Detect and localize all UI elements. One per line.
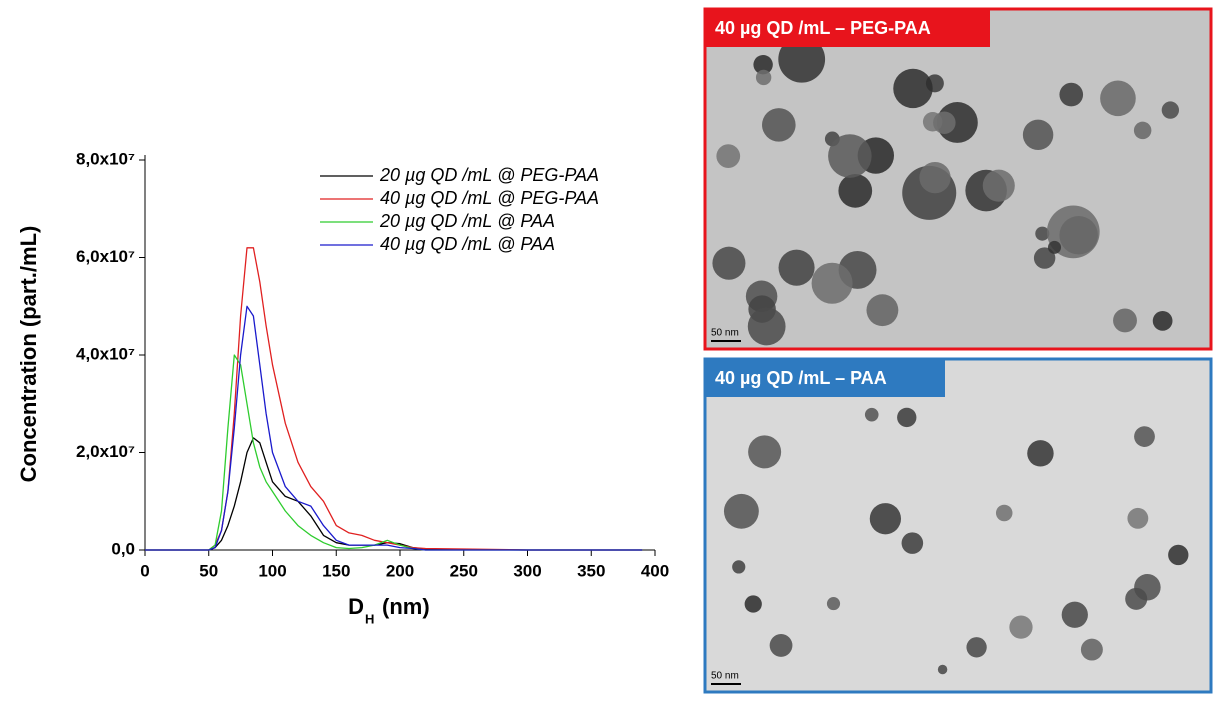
particle: [901, 532, 924, 554]
particle: [753, 54, 773, 75]
legend-label: 20 µg QD /mL @ PAA: [379, 211, 555, 231]
x-axis-label-sub: H: [365, 611, 374, 626]
particle: [769, 634, 793, 657]
particle: [866, 294, 899, 327]
particle: [864, 407, 879, 422]
legend-label: 20 µg QD /mL @ PEG-PAA: [379, 165, 599, 185]
particle: [995, 504, 1013, 522]
y-tick-label: 0,0: [111, 539, 135, 558]
particle: [1080, 638, 1103, 661]
particle: [716, 144, 741, 169]
image-label: 40 µg QD /mL – PEG-PAA: [715, 18, 931, 38]
particle: [1113, 308, 1137, 333]
particle: [744, 595, 762, 613]
legend-label: 40 µg QD /mL @ PAA: [380, 234, 555, 254]
x-tick-label: 50: [199, 561, 218, 580]
particle: [826, 597, 841, 611]
particle: [1134, 426, 1155, 447]
x-tick-label: 350: [577, 561, 605, 580]
particle: [828, 134, 872, 178]
data-line: [145, 305, 643, 551]
particle: [1100, 80, 1136, 117]
y-tick-label: 4,0x10⁷: [76, 344, 135, 363]
particle: [937, 664, 948, 675]
particle: [723, 493, 759, 529]
particle: [755, 69, 772, 86]
particle: [732, 560, 746, 574]
data-line: [145, 354, 643, 551]
particle: [1059, 82, 1084, 107]
x-axis-label: D: [348, 594, 364, 619]
particle: [1161, 101, 1180, 119]
x-tick-label: 150: [322, 561, 350, 580]
particle: [747, 307, 786, 346]
x-tick-label: 300: [513, 561, 541, 580]
particle: [712, 246, 746, 280]
particle: [869, 503, 902, 535]
y-tick-label: 8,0x10⁷: [76, 149, 135, 168]
particle: [1127, 507, 1149, 529]
particle: [778, 249, 815, 286]
image-label: 40 µg QD /mL – PAA: [715, 368, 887, 388]
particle: [1033, 247, 1056, 269]
label-box: [705, 359, 945, 397]
particle: [1133, 121, 1152, 140]
particle: [838, 173, 873, 208]
y-tick-label: 2,0x10⁷: [76, 442, 135, 461]
x-tick-label: 200: [386, 561, 414, 580]
x-tick-label: 0: [140, 561, 149, 580]
y-tick-label: 6,0x10⁷: [76, 247, 135, 266]
particle: [1022, 119, 1054, 151]
particle: [778, 35, 826, 83]
particle: [933, 111, 956, 134]
data-line: [145, 247, 643, 551]
particle: [919, 161, 951, 194]
scale-bar-label: 50 nm: [711, 328, 739, 339]
particle: [1009, 615, 1033, 639]
y-axis-label: Concentration (part./mL): [16, 226, 41, 483]
x-tick-label: 400: [641, 561, 669, 580]
particle: [897, 407, 917, 428]
data-line: [145, 437, 643, 551]
image-border: [703, 357, 1213, 694]
x-tick-label: 250: [450, 561, 478, 580]
particle: [1152, 310, 1173, 331]
particle: [966, 637, 987, 658]
particle: [982, 169, 1015, 202]
particle: [762, 108, 796, 142]
tem-image: [705, 359, 1211, 692]
particle: [893, 68, 933, 109]
particle: [1061, 601, 1088, 628]
scale-bar-label: 50 nm: [711, 671, 739, 682]
legend-label: 40 µg QD /mL @ PEG-PAA: [380, 188, 599, 208]
particle: [1168, 544, 1189, 566]
particle: [748, 435, 782, 469]
x-axis-label-unit: (nm): [382, 594, 430, 619]
particle: [1047, 240, 1062, 254]
particle: [811, 262, 853, 304]
x-tick-label: 100: [258, 561, 286, 580]
particle: [1027, 440, 1054, 467]
label-box: [705, 9, 990, 47]
particle: [1125, 587, 1148, 610]
particle: [1035, 226, 1050, 241]
